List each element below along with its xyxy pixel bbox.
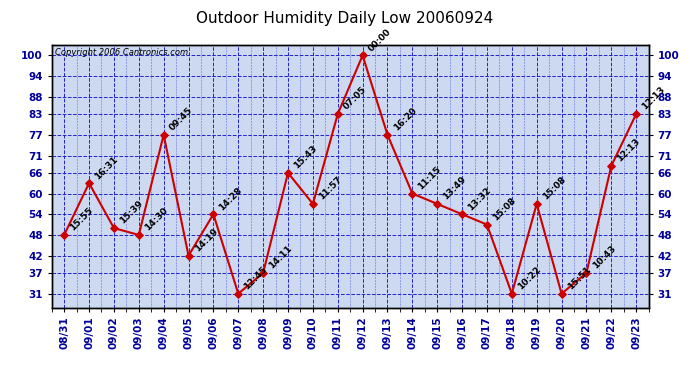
Text: 15:43: 15:43 — [292, 144, 319, 171]
Text: 10:22: 10:22 — [516, 265, 542, 291]
Text: 14:19: 14:19 — [193, 227, 219, 254]
Text: Copyright 2006 Cantronics.com: Copyright 2006 Cantronics.com — [55, 48, 188, 57]
Point — [233, 291, 244, 297]
Text: 09:45: 09:45 — [168, 106, 195, 133]
Point — [432, 201, 443, 207]
Point — [531, 201, 542, 207]
Point — [307, 201, 318, 207]
Text: 12:13: 12:13 — [640, 85, 667, 112]
Point — [83, 180, 95, 186]
Point — [581, 270, 592, 276]
Point — [183, 253, 194, 259]
Point — [133, 232, 144, 238]
Text: 16:20: 16:20 — [392, 106, 418, 133]
Text: 11:15: 11:15 — [417, 165, 443, 191]
Point — [59, 232, 70, 238]
Point — [482, 222, 493, 228]
Text: 11:57: 11:57 — [317, 175, 344, 202]
Text: 15:39: 15:39 — [118, 199, 145, 226]
Text: Outdoor Humidity Daily Low 20060924: Outdoor Humidity Daily Low 20060924 — [197, 11, 493, 26]
Point — [332, 111, 343, 117]
Text: 12:13: 12:13 — [615, 137, 642, 164]
Point — [257, 270, 268, 276]
Point — [108, 225, 119, 231]
Text: 00:00: 00:00 — [367, 27, 393, 53]
Text: 15:51: 15:51 — [566, 265, 592, 291]
Text: 10:43: 10:43 — [591, 244, 617, 271]
Text: 07:05: 07:05 — [342, 86, 368, 112]
Text: 15:55: 15:55 — [68, 206, 95, 233]
Text: 14:11: 14:11 — [267, 244, 294, 271]
Point — [382, 132, 393, 138]
Text: 13:49: 13:49 — [442, 175, 468, 202]
Point — [606, 163, 617, 169]
Text: 15:08: 15:08 — [491, 196, 518, 222]
Point — [631, 111, 642, 117]
Text: 14:28: 14:28 — [217, 185, 244, 212]
Point — [282, 170, 293, 176]
Text: 13:32: 13:32 — [466, 186, 493, 212]
Point — [556, 291, 567, 297]
Point — [457, 211, 468, 217]
Point — [158, 132, 169, 138]
Point — [357, 53, 368, 58]
Point — [208, 211, 219, 217]
Text: 16:31: 16:31 — [93, 154, 120, 181]
Text: 12:45: 12:45 — [242, 265, 269, 291]
Text: 14:30: 14:30 — [143, 206, 170, 233]
Text: 15:08: 15:08 — [541, 175, 567, 202]
Point — [407, 190, 418, 196]
Point — [506, 291, 518, 297]
